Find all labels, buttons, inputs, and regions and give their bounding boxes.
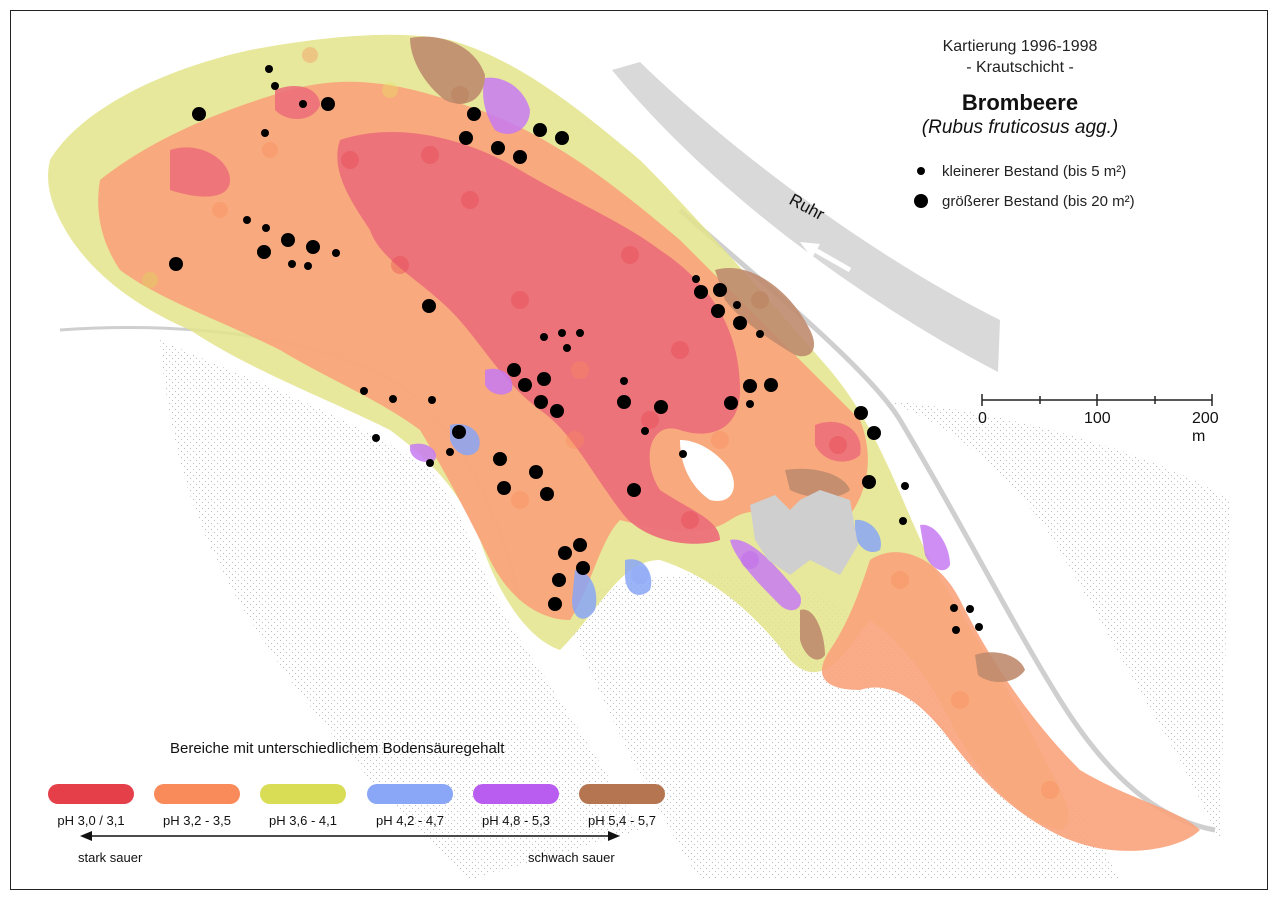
dot-legend-large-label: größerer Bestand (bis 20 m²)	[942, 192, 1135, 210]
river-flow-arrow	[813, 247, 852, 273]
soil-class-6-swatch	[579, 784, 665, 804]
map-frame	[10, 10, 1268, 890]
dot-legend-small: kleinerer Bestand (bis 5 m²)	[908, 156, 1135, 186]
river-ruhr	[612, 62, 1000, 372]
scale-bar	[981, 394, 1213, 406]
soil-class-2-swatch	[154, 784, 240, 804]
zone-ph-3-0-3-1-north	[275, 85, 320, 120]
soil-class-1: pH 3,0 / 3,1	[48, 784, 134, 828]
small-dot-icon	[917, 167, 925, 175]
survey-period: Kartierung 1996-1998	[942, 38, 1098, 55]
zone-ph-5-4-5-7-d	[800, 609, 825, 660]
map-title-block: Kartierung 1996-1998 - Krautschicht - Br…	[900, 36, 1140, 140]
zone-ph-3-0-3-1-east	[815, 421, 861, 462]
stippled-area-southwest	[160, 340, 640, 880]
large-dot-icon	[914, 194, 928, 208]
soil-class-3: pH 3,6 - 4,1	[260, 784, 346, 828]
zone-ph-4-8-5-3-b	[485, 368, 513, 395]
zone-ph-5-4-5-7-c	[785, 468, 850, 498]
zone-ph-4-2-4-7-b	[572, 570, 597, 619]
dot-legend-small-label: kleinerer Bestand (bis 5 m²)	[942, 162, 1127, 180]
soil-class-1-swatch	[48, 784, 134, 804]
soil-legend-swatches: pH 3,0 / 3,1 pH 3,2 - 3,5 pH 3,6 - 4,1 p…	[48, 784, 668, 834]
clearing-white	[680, 440, 734, 501]
stippled-area-east	[880, 400, 1230, 840]
soil-legend-title: Bereiche mit unterschiedlichem Bodensäur…	[170, 740, 505, 757]
zone-ph-4-8-5-3-c	[410, 443, 436, 462]
zone-ph-3-0-3-1-west	[170, 147, 230, 197]
scale-tick-200: 200 m	[1192, 410, 1219, 445]
zone-ph-5-4-5-7-a	[410, 36, 485, 104]
large-stands	[169, 97, 881, 611]
river-flow-arrowhead	[800, 242, 820, 258]
acidity-weak-label: schwach sauer	[528, 850, 615, 865]
acidity-strong-label: stark sauer	[78, 850, 143, 865]
zone-ph-5-4-5-7-e	[975, 652, 1025, 682]
soil-class-2: pH 3,2 - 3,5	[154, 784, 240, 828]
species-name: Brombeere	[961, 90, 1079, 115]
soil-class-2-label: pH 3,2 - 3,5	[163, 813, 231, 828]
soil-class-3-label: pH 3,6 - 4,1	[269, 813, 337, 828]
species-latin-name: (Rubus fruticosus agg.)	[921, 117, 1119, 138]
soil-class-6: pH 5,4 - 5,7	[579, 784, 665, 828]
scale-labels: 0 100 200 m	[978, 394, 1219, 445]
stippled-area-southeast	[560, 573, 1120, 880]
zone-ph-4-2-4-7-c	[625, 559, 652, 595]
scale-tick-0: 0	[978, 410, 987, 427]
soil-class-5: pH 4,8 - 5,3	[473, 784, 559, 828]
building-complex	[750, 490, 858, 575]
dot-legend-large: größerer Bestand (bis 20 m²)	[908, 186, 1135, 216]
sample-circles	[142, 47, 1059, 799]
zone-ph-3-0-3-1	[337, 131, 740, 544]
soil-class-4-label: pH 4,2 - 4,7	[376, 813, 444, 828]
zone-ph-4-8-5-3-e	[920, 524, 950, 571]
zone-ph-3-2-3-5	[98, 81, 868, 621]
zone-ph-4-8-5-3-a	[483, 77, 530, 134]
zone-ph-5-4-5-7-b	[715, 268, 815, 357]
soil-class-1-label: pH 3,0 / 3,1	[57, 813, 125, 828]
soil-class-5-swatch	[473, 784, 559, 804]
soil-class-3-swatch	[260, 784, 346, 804]
soil-class-5-label: pH 4,8 - 5,3	[482, 813, 550, 828]
zone-ph-4-2-4-7-d	[855, 519, 881, 553]
soil-class-6-label: pH 5,4 - 5,7	[588, 813, 656, 828]
small-stands	[243, 65, 983, 634]
zone-ph-3-2-3-5-southeast	[821, 552, 1200, 851]
acidity-gradient-arrow	[80, 831, 620, 841]
zone-ph-4-8-5-3-d	[730, 539, 801, 611]
soil-class-4-swatch	[367, 784, 453, 804]
soil-class-4: pH 4,2 - 4,7	[367, 784, 453, 828]
vegetation-layer: - Krautschicht -	[966, 59, 1074, 76]
dot-legend: kleinerer Bestand (bis 5 m²) größerer Be…	[908, 156, 1135, 216]
scale-tick-100: 100	[1084, 410, 1111, 427]
